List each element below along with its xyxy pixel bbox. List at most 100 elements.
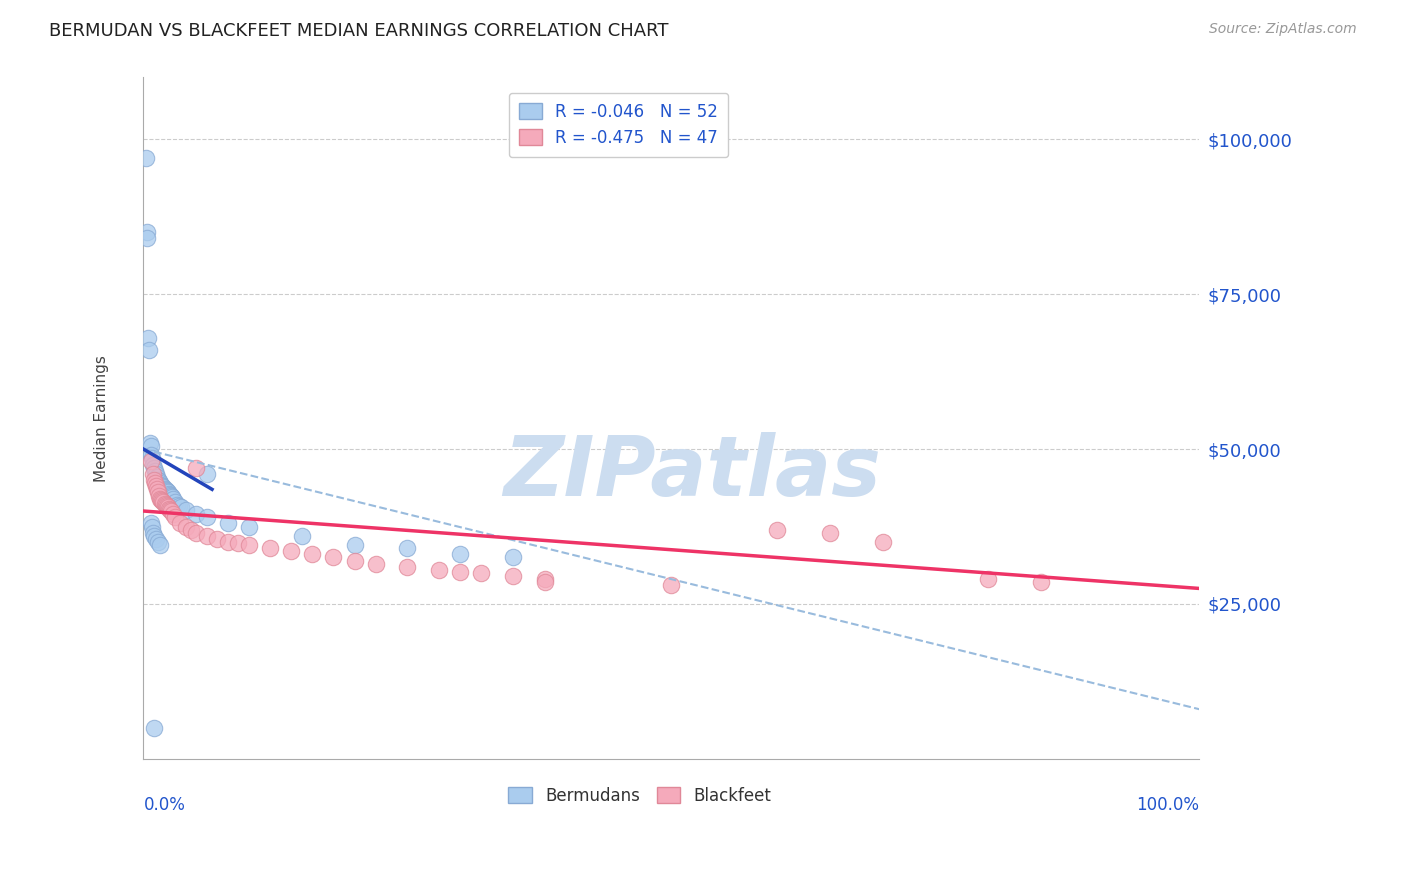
Point bbox=[217, 535, 239, 549]
Point bbox=[143, 476, 166, 491]
Point bbox=[153, 497, 176, 511]
Point bbox=[156, 485, 179, 500]
Point bbox=[150, 478, 173, 492]
Point bbox=[396, 559, 419, 574]
Point bbox=[165, 494, 187, 508]
Text: Source: ZipAtlas.com: Source: ZipAtlas.com bbox=[1209, 22, 1357, 37]
Point bbox=[143, 529, 166, 543]
Point bbox=[143, 721, 166, 735]
Point bbox=[148, 485, 170, 500]
Point bbox=[157, 501, 180, 516]
Point bbox=[139, 454, 162, 468]
Point bbox=[156, 499, 179, 513]
Point bbox=[141, 451, 163, 466]
Point bbox=[149, 491, 172, 506]
Point bbox=[135, 225, 157, 239]
Text: BERMUDAN VS BLACKFEET MEDIAN EARNINGS CORRELATION CHART: BERMUDAN VS BLACKFEET MEDIAN EARNINGS CO… bbox=[49, 22, 669, 40]
Text: 0.0%: 0.0% bbox=[143, 797, 186, 814]
Point bbox=[155, 498, 177, 512]
Point bbox=[160, 491, 183, 505]
Point bbox=[142, 458, 165, 472]
Point bbox=[159, 503, 181, 517]
Point bbox=[238, 519, 260, 533]
Point bbox=[156, 500, 179, 515]
Point bbox=[427, 563, 450, 577]
Point bbox=[139, 516, 162, 531]
Point bbox=[160, 489, 183, 503]
Point bbox=[150, 492, 173, 507]
Point bbox=[141, 519, 163, 533]
Point bbox=[156, 484, 179, 499]
Point bbox=[145, 479, 167, 493]
Point bbox=[186, 525, 208, 540]
Point bbox=[195, 510, 218, 524]
Point bbox=[259, 541, 281, 556]
Point bbox=[1029, 575, 1052, 590]
Point bbox=[152, 479, 174, 493]
Point bbox=[449, 548, 471, 562]
Point bbox=[146, 483, 169, 497]
Point bbox=[152, 495, 174, 509]
Point bbox=[977, 572, 1000, 586]
Point bbox=[180, 523, 202, 537]
Point bbox=[169, 516, 191, 531]
Point bbox=[343, 538, 366, 552]
Point bbox=[153, 482, 176, 496]
Point bbox=[238, 538, 260, 552]
Point bbox=[148, 489, 170, 503]
Point bbox=[166, 498, 188, 512]
Point bbox=[186, 507, 208, 521]
Point bbox=[228, 536, 250, 550]
Point bbox=[169, 499, 191, 513]
Point bbox=[145, 532, 167, 546]
Point bbox=[143, 473, 166, 487]
Point bbox=[152, 494, 174, 508]
Point bbox=[174, 519, 197, 533]
Point bbox=[195, 467, 218, 481]
Point bbox=[291, 529, 314, 543]
Point bbox=[155, 483, 177, 497]
Point bbox=[152, 481, 174, 495]
Point bbox=[135, 151, 157, 165]
Point bbox=[142, 467, 165, 481]
Point bbox=[157, 486, 180, 500]
Point bbox=[146, 470, 169, 484]
Point bbox=[148, 535, 170, 549]
Point bbox=[135, 231, 157, 245]
Point bbox=[142, 525, 165, 540]
Point bbox=[170, 500, 193, 515]
Point bbox=[174, 503, 197, 517]
Point bbox=[280, 544, 302, 558]
Point bbox=[143, 460, 166, 475]
Point bbox=[148, 475, 170, 489]
Point bbox=[165, 510, 187, 524]
Point bbox=[470, 566, 492, 580]
Point bbox=[195, 529, 218, 543]
Point bbox=[396, 541, 419, 556]
Point bbox=[139, 439, 162, 453]
Point bbox=[138, 343, 160, 357]
Text: ZIPatlas: ZIPatlas bbox=[503, 432, 882, 513]
Point bbox=[449, 565, 471, 579]
Point bbox=[207, 532, 229, 546]
Point bbox=[160, 504, 183, 518]
Point bbox=[143, 464, 166, 478]
Point bbox=[502, 569, 524, 583]
Point bbox=[502, 550, 524, 565]
Point bbox=[148, 473, 170, 487]
Point bbox=[364, 557, 387, 571]
Point bbox=[149, 476, 172, 491]
Point bbox=[301, 548, 323, 562]
Point bbox=[139, 436, 162, 450]
Point bbox=[162, 507, 184, 521]
Point bbox=[533, 572, 555, 586]
Point bbox=[217, 516, 239, 531]
Point bbox=[818, 525, 841, 540]
Point bbox=[139, 448, 162, 462]
Text: 100.0%: 100.0% bbox=[1136, 797, 1199, 814]
Legend: Bermudans, Blackfeet: Bermudans, Blackfeet bbox=[502, 780, 778, 812]
Point bbox=[343, 553, 366, 567]
Point bbox=[136, 330, 159, 344]
Point bbox=[159, 488, 181, 502]
Point bbox=[145, 467, 167, 481]
